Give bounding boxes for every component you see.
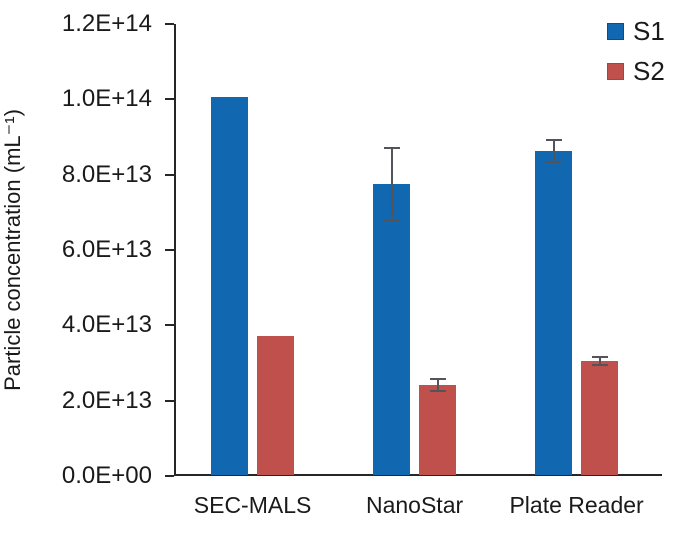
errorbar-s2-plate-reader-line [598, 356, 601, 365]
y-axis-tick [165, 475, 174, 477]
bar-s1-nanostar [373, 184, 411, 475]
y-tick-label-2-0e-13: 2.0E+13 [61, 386, 152, 414]
errorbar-s1-nanostar-cap-top [383, 146, 400, 149]
plot-area [174, 24, 662, 476]
legend-label-s2: S2 [633, 56, 665, 86]
bar-s2-plate-reader [581, 360, 619, 475]
y-axis-tick [165, 98, 174, 101]
x-axis-label-nanostar: NanoStar [365, 492, 464, 518]
y-tick-label-8-0e-13: 8.0E+13 [61, 160, 152, 188]
y-tick-label-1-2e-14: 1.2E+14 [61, 10, 152, 37]
y-axis-tick [165, 249, 174, 251]
bar-s1-sec-mals [211, 97, 249, 475]
errorbar-s1-plate-reader-cap-top [545, 139, 562, 142]
legend-swatch-s2-icon [607, 62, 624, 80]
errorbar-s2-nanostar-cap-bottom [429, 390, 446, 393]
y-axis-tick [165, 173, 174, 176]
x-axis-label-sec-mals: SEC-MALS [193, 492, 312, 518]
errorbar-s1-plate-reader-line [552, 140, 555, 163]
errorbar-s2-nanostar-cap-top [429, 378, 446, 381]
errorbar-s2-plate-reader-cap-top [591, 355, 608, 358]
legend: S1 S2 [607, 18, 665, 98]
legend-item-s1: S1 [607, 18, 665, 44]
errorbar-s1-nanostar-line [390, 147, 393, 221]
errorbar-s1-nanostar-cap-bottom [383, 219, 400, 222]
errorbar-s1-plate-reader-cap-bottom [545, 161, 562, 164]
bar-s2-nanostar [419, 385, 457, 475]
legend-item-s2: S2 [607, 58, 665, 84]
y-axis-tick [165, 324, 174, 327]
y-tick-label-0-0e-00: 0.0E+00 [61, 462, 152, 489]
y-tick-label-6-0e-13: 6.0E+13 [61, 236, 152, 263]
y-tick-label-4-0e-13: 4.0E+13 [61, 311, 152, 339]
bar-s2-sec-mals [257, 335, 295, 475]
y-tick-label-1-0e-14: 1.0E+14 [61, 85, 152, 113]
legend-swatch-s1-icon [607, 22, 624, 40]
errorbar-s2-nanostar-line [436, 379, 439, 392]
bar-s1-plate-reader [535, 151, 573, 475]
errorbar-s2-plate-reader-cap-bottom [591, 363, 608, 366]
y-axis-tick [165, 23, 174, 25]
legend-label-s1: S1 [633, 16, 665, 46]
y-axis-tick [165, 399, 174, 402]
x-axis-label-plate-reader: Plate Reader [509, 492, 644, 518]
